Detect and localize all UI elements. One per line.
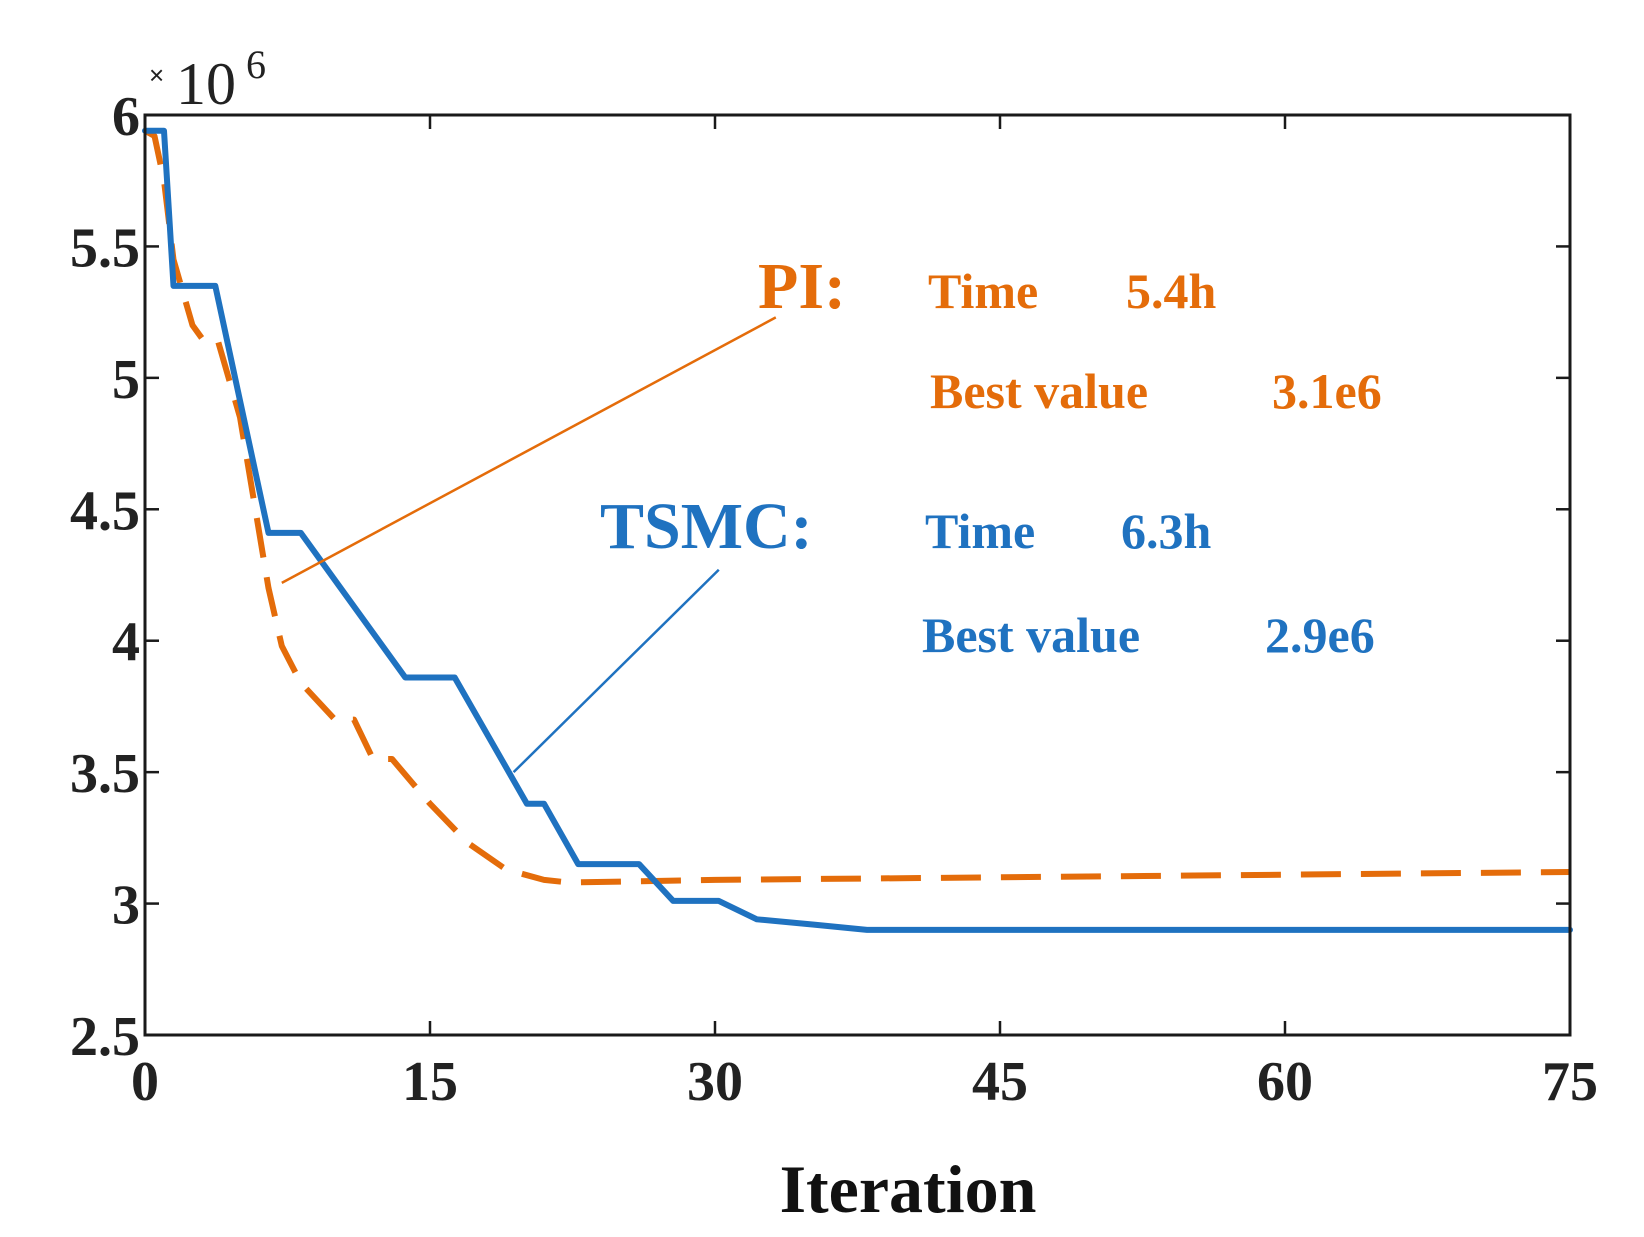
plot-area <box>145 115 1570 1035</box>
y-tick-label: 3.5 <box>70 743 140 805</box>
x-tick-label: 75 <box>1542 1051 1598 1113</box>
tsmc-annotation-pointer <box>512 568 720 774</box>
x-tick-label: 30 <box>687 1051 743 1113</box>
x-tick-label: 45 <box>972 1051 1028 1113</box>
pi-annotation-head: PI: <box>758 250 846 323</box>
y-tick-label: 2.5 <box>70 1006 140 1068</box>
y-exponent-times: × <box>149 60 164 90</box>
pi-time-label: Time <box>928 263 1038 319</box>
pi-best-value: 3.1e6 <box>1272 363 1382 419</box>
series-layer <box>142 127 1573 933</box>
x-axis-ticks: 0 15 30 45 60 75 <box>131 115 1598 1113</box>
tsmc-time-label: Time <box>925 503 1035 559</box>
y-tick-label: 5.5 <box>70 217 140 279</box>
pi-annotation-pointer <box>281 316 777 584</box>
y-exponent-power: 6 <box>246 42 266 87</box>
pi-best-value-label: Best value <box>930 363 1148 419</box>
pi-time-value: 5.4h <box>1126 263 1217 319</box>
y-tick-label: 5 <box>112 349 140 411</box>
tsmc-annotation-head: TSMC: <box>600 490 813 563</box>
y-tick-label: 4 <box>112 612 140 674</box>
series-line-tsmc <box>142 127 1573 933</box>
x-axis-label: Iteration <box>780 1151 1037 1227</box>
y-exponent-base: 10 <box>176 51 236 117</box>
tsmc-best-value-label: Best value <box>922 607 1140 663</box>
axes-frame <box>143 113 1572 1037</box>
series-line-pi <box>143 128 1571 886</box>
tsmc-time-value: 6.3h <box>1121 503 1212 559</box>
y-axis-ticks: 2.5 3 3.5 4 4.5 5 5.5 6 <box>70 86 1570 1068</box>
tsmc-best-value: 2.9e6 <box>1265 607 1375 663</box>
y-tick-label: 4.5 <box>70 480 140 542</box>
y-tick-label: 3 <box>112 875 140 937</box>
x-tick-label: 60 <box>1257 1051 1313 1113</box>
x-tick-label: 0 <box>131 1051 159 1113</box>
x-tick-label: 15 <box>402 1051 458 1113</box>
y-tick-label: 6 <box>112 86 140 148</box>
